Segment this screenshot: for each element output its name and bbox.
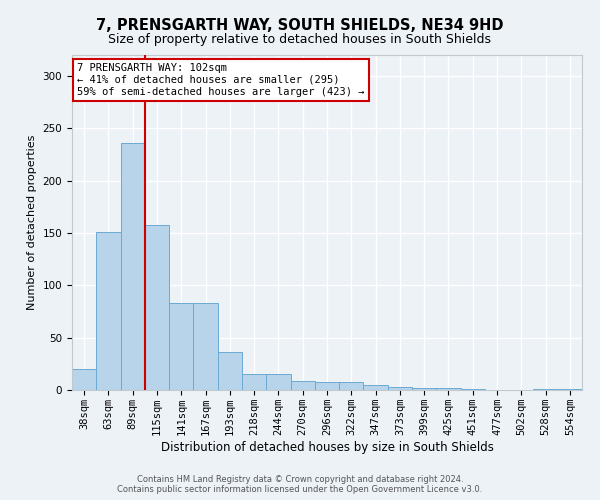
X-axis label: Distribution of detached houses by size in South Shields: Distribution of detached houses by size … [161,440,493,454]
Bar [436,388,461,390]
Bar [121,143,145,390]
Bar [193,303,218,390]
Bar [218,352,242,390]
Text: 7, PRENSGARTH WAY, SOUTH SHIELDS, NE34 9HD: 7, PRENSGARTH WAY, SOUTH SHIELDS, NE34 9… [96,18,504,32]
Bar [339,382,364,390]
Bar [533,389,558,390]
Bar [412,388,436,390]
Bar [388,387,412,390]
Y-axis label: Number of detached properties: Number of detached properties [27,135,37,310]
Text: Size of property relative to detached houses in South Shields: Size of property relative to detached ho… [109,32,491,46]
Bar [145,224,169,390]
Text: Contains HM Land Registry data © Crown copyright and database right 2024.
Contai: Contains HM Land Registry data © Crown c… [118,474,482,494]
Bar [169,303,193,390]
Bar [290,380,315,390]
Bar [266,374,290,390]
Text: 7 PRENSGARTH WAY: 102sqm
← 41% of detached houses are smaller (295)
59% of semi-: 7 PRENSGARTH WAY: 102sqm ← 41% of detach… [77,64,365,96]
Bar [461,389,485,390]
Bar [315,382,339,390]
Bar [96,232,121,390]
Bar [364,385,388,390]
Bar [242,374,266,390]
Bar [558,389,582,390]
Bar [72,369,96,390]
